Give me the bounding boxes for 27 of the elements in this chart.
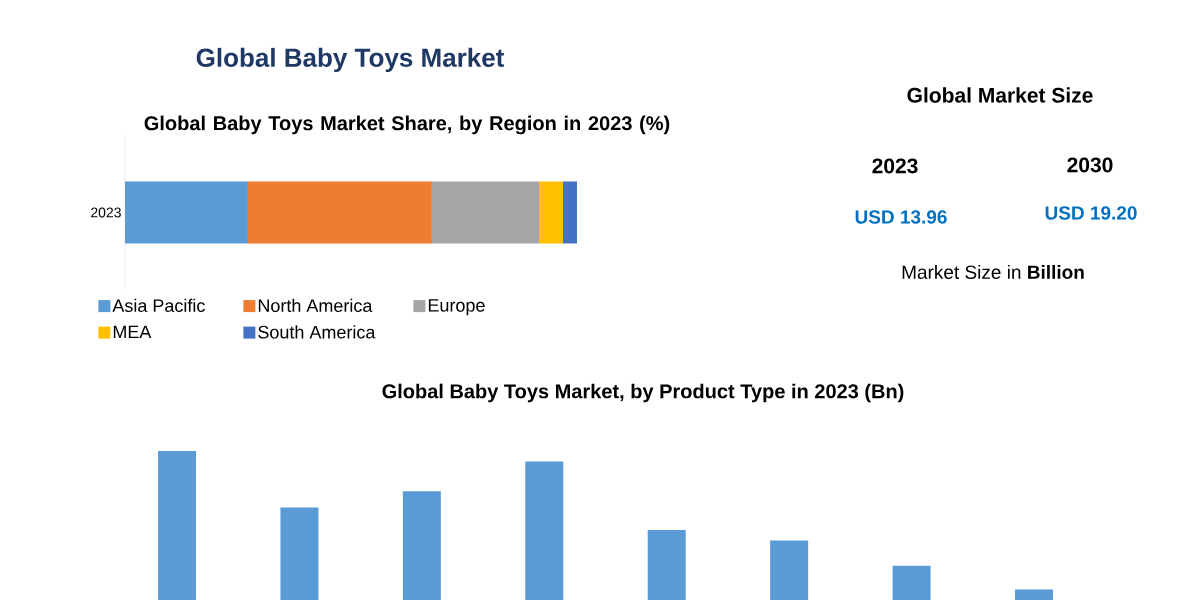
bar [563, 181, 578, 244]
legend-label: Europe [428, 299, 485, 316]
text: Global Market Size [907, 87, 1093, 103]
text: 2023 [872, 158, 918, 174]
chart-subtitle: Global Baby Toys Market Share, by Region in 2023 (%) [144, 115, 670, 135]
legend-label: North America [258, 298, 373, 313]
bar [525, 461, 564, 600]
bar [280, 507, 319, 600]
bar [770, 540, 809, 600]
chart-title: Global Baby Toys Market [196, 47, 505, 73]
bar [892, 565, 931, 600]
bar [402, 491, 441, 600]
chart-title: Global Baby Toys Market, by Product Type in 2023 (Bn) [382, 383, 904, 403]
bar [125, 181, 248, 244]
legend-label: South America [258, 325, 376, 339]
bar [247, 181, 432, 244]
bar [539, 181, 563, 244]
legend-label: MEA [113, 325, 152, 339]
text: USD 13.96 [855, 210, 947, 224]
text: USD 19.20 [1045, 206, 1137, 220]
bar [647, 529, 686, 600]
bar [431, 181, 540, 244]
text: 2030 [1067, 157, 1113, 173]
text: Market Size in Billion [902, 265, 1084, 279]
bar [158, 450, 197, 600]
legend-label: Asia Pacific [112, 298, 205, 313]
bar [1015, 589, 1053, 600]
